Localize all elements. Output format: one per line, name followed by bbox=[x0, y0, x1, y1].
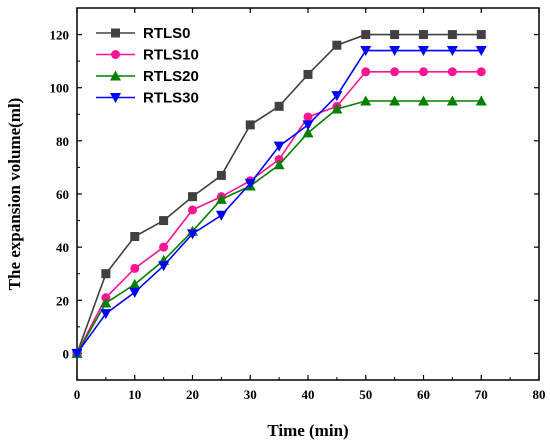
data-point bbox=[245, 120, 255, 130]
x-tick-label: 0 bbox=[74, 387, 81, 402]
data-point bbox=[158, 261, 170, 272]
x-tick-label: 60 bbox=[417, 387, 430, 402]
legend-marker bbox=[110, 93, 121, 103]
y-tick-label: 60 bbox=[56, 187, 69, 202]
x-tick-label: 70 bbox=[475, 387, 488, 402]
data-point bbox=[447, 30, 457, 40]
series-layer bbox=[71, 30, 487, 359]
legend-label: RTLS30 bbox=[143, 90, 199, 107]
data-point bbox=[216, 170, 226, 180]
data-point bbox=[100, 309, 112, 320]
series-line bbox=[76, 100, 482, 354]
data-point bbox=[418, 95, 429, 106]
data-point bbox=[389, 46, 401, 57]
data-point bbox=[476, 67, 486, 77]
x-axis-title: Time (min) bbox=[267, 421, 348, 440]
x-tick-label: 30 bbox=[244, 387, 257, 402]
legend-marker bbox=[111, 50, 120, 59]
y-tick-label: 40 bbox=[56, 240, 69, 255]
legend: RTLS0 RTLS10 RTLS20 RTLS30 bbox=[96, 25, 199, 107]
legend-label: RTLS0 bbox=[143, 25, 191, 42]
data-point bbox=[274, 101, 284, 111]
data-point bbox=[475, 95, 487, 106]
data-point bbox=[418, 46, 429, 57]
x-tick-label: 80 bbox=[533, 387, 546, 402]
data-point bbox=[159, 216, 169, 226]
y-tick-label: 120 bbox=[50, 28, 70, 43]
series-rtls10 bbox=[72, 67, 486, 358]
data-point bbox=[331, 91, 343, 102]
data-point bbox=[419, 30, 428, 40]
legend-marker bbox=[111, 28, 120, 38]
data-point bbox=[360, 46, 372, 57]
data-point bbox=[361, 67, 371, 77]
x-tick-label: 40 bbox=[302, 387, 315, 402]
data-point bbox=[389, 95, 401, 106]
x-tick-label: 50 bbox=[359, 387, 372, 402]
data-point bbox=[130, 263, 140, 273]
data-point bbox=[332, 40, 342, 50]
legend-label: RTLS20 bbox=[143, 68, 199, 85]
data-point bbox=[129, 278, 141, 289]
data-point bbox=[361, 30, 371, 40]
data-point bbox=[476, 30, 486, 40]
data-point bbox=[215, 210, 227, 221]
series-line bbox=[76, 33, 482, 354]
data-point bbox=[303, 112, 313, 122]
data-point bbox=[447, 67, 457, 77]
data-point bbox=[475, 46, 487, 57]
data-point bbox=[360, 95, 372, 106]
data-point bbox=[390, 67, 400, 77]
data-point bbox=[390, 30, 400, 40]
data-point bbox=[188, 192, 197, 202]
legend-item: RTLS20 bbox=[96, 68, 199, 85]
data-point bbox=[71, 348, 83, 359]
y-tick-label: 20 bbox=[56, 293, 69, 308]
data-point bbox=[419, 67, 428, 77]
data-point bbox=[215, 193, 227, 204]
legend-item: RTLS0 bbox=[96, 25, 191, 42]
series-rtls30 bbox=[71, 46, 487, 359]
data-point bbox=[130, 232, 140, 242]
data-point bbox=[273, 141, 285, 152]
data-point bbox=[188, 205, 197, 215]
data-point bbox=[273, 159, 285, 170]
data-point bbox=[129, 287, 141, 298]
y-axis-title: The expansion volume(ml) bbox=[5, 98, 24, 291]
series-line bbox=[76, 49, 482, 354]
x-tick-label: 10 bbox=[128, 387, 141, 402]
data-point bbox=[101, 269, 111, 279]
series-rtls0 bbox=[72, 30, 486, 358]
data-point bbox=[331, 103, 343, 114]
series-rtls20 bbox=[71, 95, 487, 358]
data-point bbox=[100, 297, 112, 308]
legend-marker bbox=[110, 70, 121, 81]
data-point bbox=[446, 95, 458, 106]
x-tick-label: 20 bbox=[186, 387, 199, 402]
data-point bbox=[244, 178, 256, 189]
legend-label: RTLS10 bbox=[143, 47, 199, 64]
data-point bbox=[303, 69, 313, 79]
plot-frame bbox=[76, 7, 540, 381]
y-axis-ticks: 0 20 40 60 80 100 120 bbox=[50, 28, 539, 361]
data-point bbox=[446, 46, 458, 57]
x-axis-ticks: 0 10 20 30 40 50 60 70 80 bbox=[74, 8, 546, 402]
y-tick-label: 80 bbox=[56, 134, 69, 149]
legend-item: RTLS30 bbox=[96, 90, 199, 107]
legend-item: RTLS10 bbox=[96, 47, 199, 64]
data-point bbox=[302, 127, 314, 138]
data-point bbox=[187, 229, 198, 240]
y-tick-label: 100 bbox=[50, 81, 70, 96]
data-point bbox=[159, 242, 169, 252]
y-tick-label: 0 bbox=[63, 346, 70, 361]
data-point bbox=[302, 120, 314, 131]
series-line bbox=[76, 70, 482, 354]
